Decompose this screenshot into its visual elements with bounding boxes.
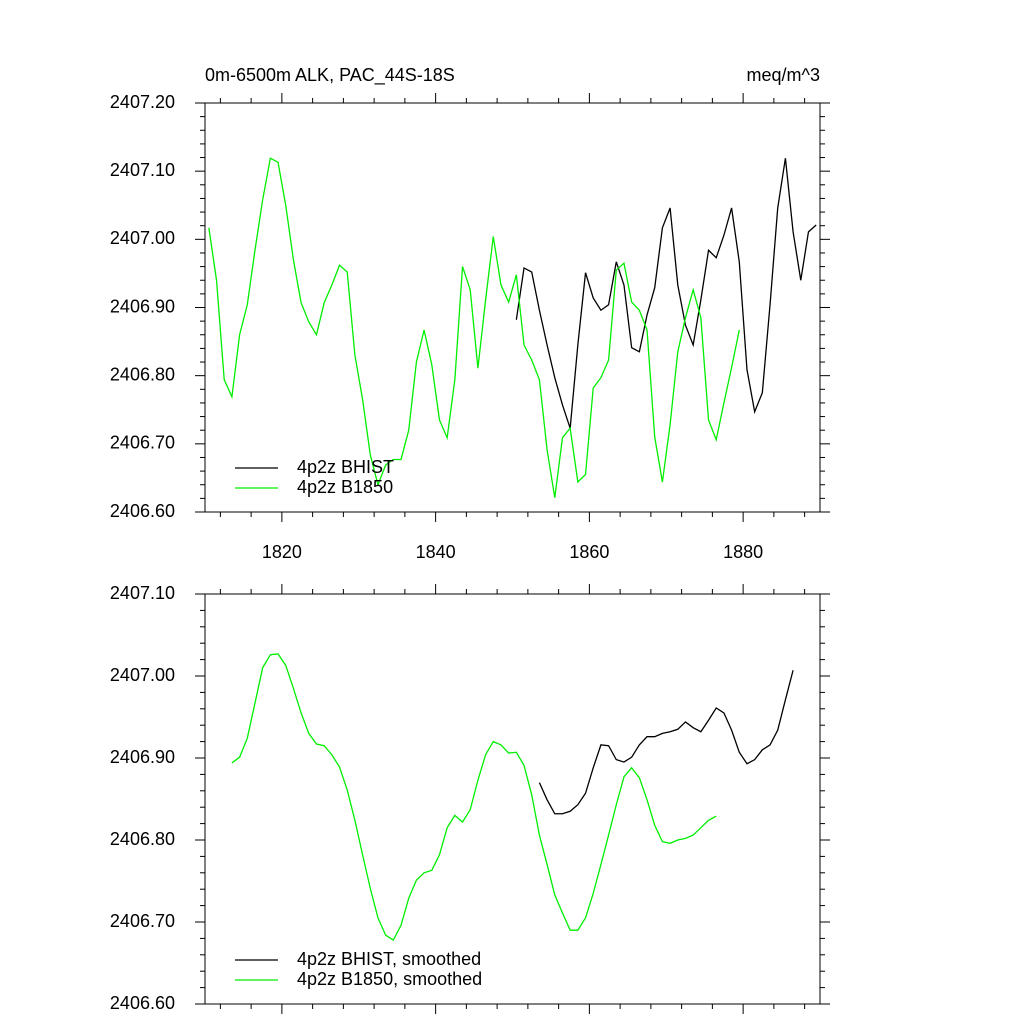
x-tick-label: 1820 (262, 542, 302, 562)
y-tick-label: 2407.10 (110, 160, 175, 180)
x-tick-label: 1860 (569, 542, 609, 562)
units-label: meq/m^3 (747, 65, 820, 85)
y-tick-label: 2407.20 (110, 92, 175, 112)
y-tick-label: 2406.80 (110, 829, 175, 849)
series-line (515, 158, 817, 429)
series-line (231, 653, 717, 941)
y-tick-label: 2407.00 (110, 665, 175, 685)
x-tick-label: 1880 (723, 542, 763, 562)
y-tick-label: 2406.90 (110, 747, 175, 767)
x-tick-label: 1840 (416, 542, 456, 562)
legend-label: 4p2z BHIST, smoothed (297, 949, 481, 969)
y-tick-label: 2406.60 (110, 993, 175, 1013)
plot-frame (204, 593, 821, 1005)
plot-frame (204, 102, 821, 513)
legend-label: 4p2z B1850, smoothed (297, 969, 482, 989)
legend-label: 4p2z BHIST (297, 457, 394, 477)
series-line (538, 670, 794, 815)
y-tick-label: 2407.10 (110, 583, 175, 603)
y-tick-label: 2406.60 (110, 501, 175, 521)
y-tick-label: 2406.80 (110, 364, 175, 384)
series-line (208, 157, 740, 498)
y-tick-label: 2407.00 (110, 228, 175, 248)
y-tick-label: 2406.70 (110, 911, 175, 931)
legend-label: 4p2z B1850 (297, 477, 393, 497)
chart-title: 0m-6500m ALK, PAC_44S-18S (205, 65, 455, 86)
y-tick-label: 2406.90 (110, 296, 175, 316)
y-tick-label: 2406.70 (110, 433, 175, 453)
